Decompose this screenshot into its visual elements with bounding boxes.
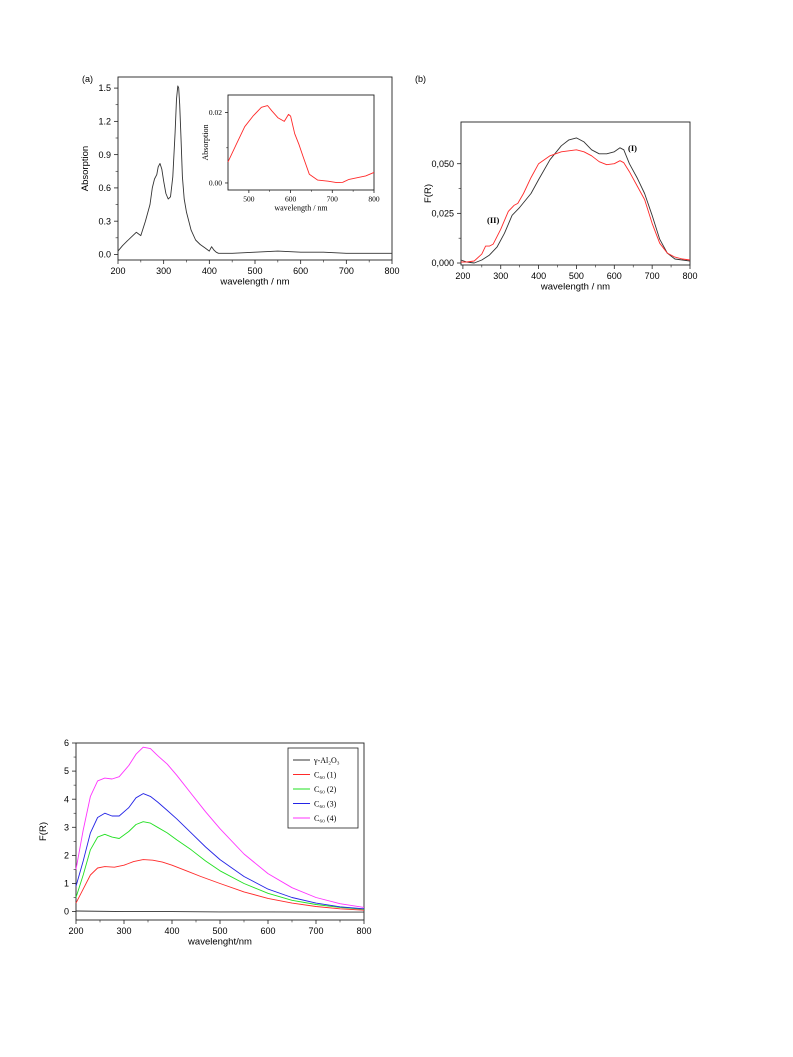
x-tick-label: 800 bbox=[384, 266, 399, 276]
x-tick-label: 300 bbox=[156, 266, 171, 276]
x-tick-label: 700 bbox=[308, 926, 323, 936]
series-line-1 bbox=[461, 149, 691, 263]
x-axis-title: wavelength / nm bbox=[274, 203, 328, 212]
x-tick-label: 700 bbox=[339, 266, 354, 276]
y-tick-label: 0.3 bbox=[98, 216, 111, 226]
x-tick-label: 500 bbox=[212, 926, 227, 936]
series-line-1 bbox=[75, 859, 365, 911]
y-axis-title: F(R) bbox=[423, 184, 434, 203]
x-axis: 200 300 400 500 600 700 800 bbox=[68, 920, 372, 936]
chart-c: 200 300 400 500 600 700 800 0 1 2 3 4 5 6 wavelenght/n… bbox=[38, 738, 372, 948]
y-tick-label: 0.9 bbox=[98, 150, 111, 160]
annotation-I: (I) bbox=[628, 143, 637, 153]
x-tick-label: 400 bbox=[164, 926, 179, 936]
x-tick-label: 800 bbox=[682, 271, 697, 281]
x-axis: 500 600 700 800 bbox=[243, 190, 380, 204]
y-tick-label: 1.2 bbox=[98, 117, 111, 127]
y-axis-title: F(R) bbox=[38, 822, 49, 841]
x-tick-label: 700 bbox=[645, 271, 660, 281]
legend-label: C₆₀ (2) bbox=[314, 785, 337, 794]
x-tick-label: 300 bbox=[116, 926, 131, 936]
chart-a-inset: 500 600 700 800 0.00 0.02 wavelength / nm Absor… bbox=[201, 94, 380, 212]
series-line-0 bbox=[75, 910, 364, 913]
legend-label: C₆₀ (1) bbox=[314, 771, 337, 780]
series-line-2 bbox=[75, 821, 365, 910]
series-line-4 bbox=[75, 746, 365, 908]
x-axis-title: wavelength / nm bbox=[540, 282, 610, 293]
series-group bbox=[75, 746, 365, 913]
x-tick-label: 400 bbox=[531, 271, 546, 281]
y-axis-title: Absorption bbox=[201, 125, 210, 161]
x-tick-label: 700 bbox=[327, 195, 339, 204]
x-axis-title: wavelenght/nm bbox=[187, 937, 252, 948]
y-tick-label: 1 bbox=[64, 879, 69, 889]
x-tick-label: 600 bbox=[260, 926, 275, 936]
x-tick-label: 400 bbox=[202, 266, 217, 276]
panel-label: (b) bbox=[415, 74, 426, 84]
y-tick-label: 0,000 bbox=[431, 258, 454, 268]
y-tick-label: 0.6 bbox=[98, 183, 111, 193]
x-axis: 200 300 400 500 600 700 800 bbox=[110, 260, 400, 276]
y-tick-label: 0.00 bbox=[209, 179, 222, 188]
y-tick-label: 4 bbox=[64, 794, 69, 804]
x-tick-label: 600 bbox=[607, 271, 622, 281]
chart-a: 200 300 400 500 600 700 800 0.0 0.3 0.6 0.9 1.2 1.5 w… bbox=[80, 74, 400, 288]
x-tick-label: 800 bbox=[368, 195, 380, 204]
x-tick-label: 500 bbox=[247, 266, 262, 276]
plot-frame bbox=[117, 76, 393, 261]
legend: γ-Al₂O₃ C₆₀ (1) C₆₀ (2) C₆₀ (3) C₆₀ (4) bbox=[287, 747, 359, 829]
y-tick-label: 6 bbox=[64, 738, 69, 748]
plot-frame bbox=[227, 94, 375, 191]
legend-label: γ-Al₂O₃ bbox=[313, 756, 340, 765]
series-group bbox=[460, 137, 691, 264]
y-tick-label: 0.0 bbox=[98, 250, 111, 260]
y-tick-label: 0,050 bbox=[431, 159, 454, 169]
y-tick-label: 0,025 bbox=[431, 209, 454, 219]
y-tick-label: 5 bbox=[64, 766, 69, 776]
x-tick-label: 200 bbox=[110, 266, 125, 276]
chart-b: 200 300 400 500 600 700 800 0,000 0,025 0,050 wave… bbox=[415, 74, 698, 293]
panel-label: (a) bbox=[82, 74, 93, 84]
series-line-0 bbox=[117, 85, 392, 254]
y-tick-label: 3 bbox=[64, 822, 69, 832]
series-line-0 bbox=[227, 105, 375, 184]
y-tick-label: 0 bbox=[64, 907, 69, 917]
x-tick-label: 600 bbox=[285, 195, 297, 204]
legend-label: C₆₀ (4) bbox=[314, 814, 337, 823]
y-tick-label: 1.5 bbox=[98, 83, 111, 93]
x-axis: 200 300 400 500 600 700 800 bbox=[455, 265, 698, 281]
y-axis: 0 1 2 3 4 5 6 bbox=[64, 738, 76, 917]
series-group bbox=[117, 85, 392, 254]
x-tick-label: 600 bbox=[293, 266, 308, 276]
x-tick-label: 500 bbox=[569, 271, 584, 281]
plot-frame bbox=[460, 121, 691, 266]
series-line-0 bbox=[460, 137, 691, 264]
x-tick-label: 300 bbox=[493, 271, 508, 281]
annotation-II: (II) bbox=[487, 215, 499, 225]
y-tick-label: 0.02 bbox=[209, 108, 222, 117]
series-line-3 bbox=[75, 793, 365, 910]
y-axis: 0.0 0.3 0.6 0.9 1.2 1.5 bbox=[98, 83, 118, 260]
x-tick-label: 500 bbox=[243, 195, 255, 204]
x-tick-label: 200 bbox=[68, 926, 83, 936]
legend-box bbox=[287, 747, 359, 829]
x-axis-title: wavelength / nm bbox=[219, 277, 289, 288]
y-axis-title: Absorption bbox=[80, 146, 91, 191]
x-tick-label: 200 bbox=[455, 271, 470, 281]
y-axis: 0.00 0.02 bbox=[209, 108, 228, 188]
y-axis: 0,000 0,025 0,050 bbox=[431, 159, 461, 268]
y-tick-label: 2 bbox=[64, 851, 69, 861]
legend-label: C₆₀ (3) bbox=[314, 800, 337, 809]
x-tick-label: 800 bbox=[356, 926, 371, 936]
series-group bbox=[227, 105, 375, 184]
